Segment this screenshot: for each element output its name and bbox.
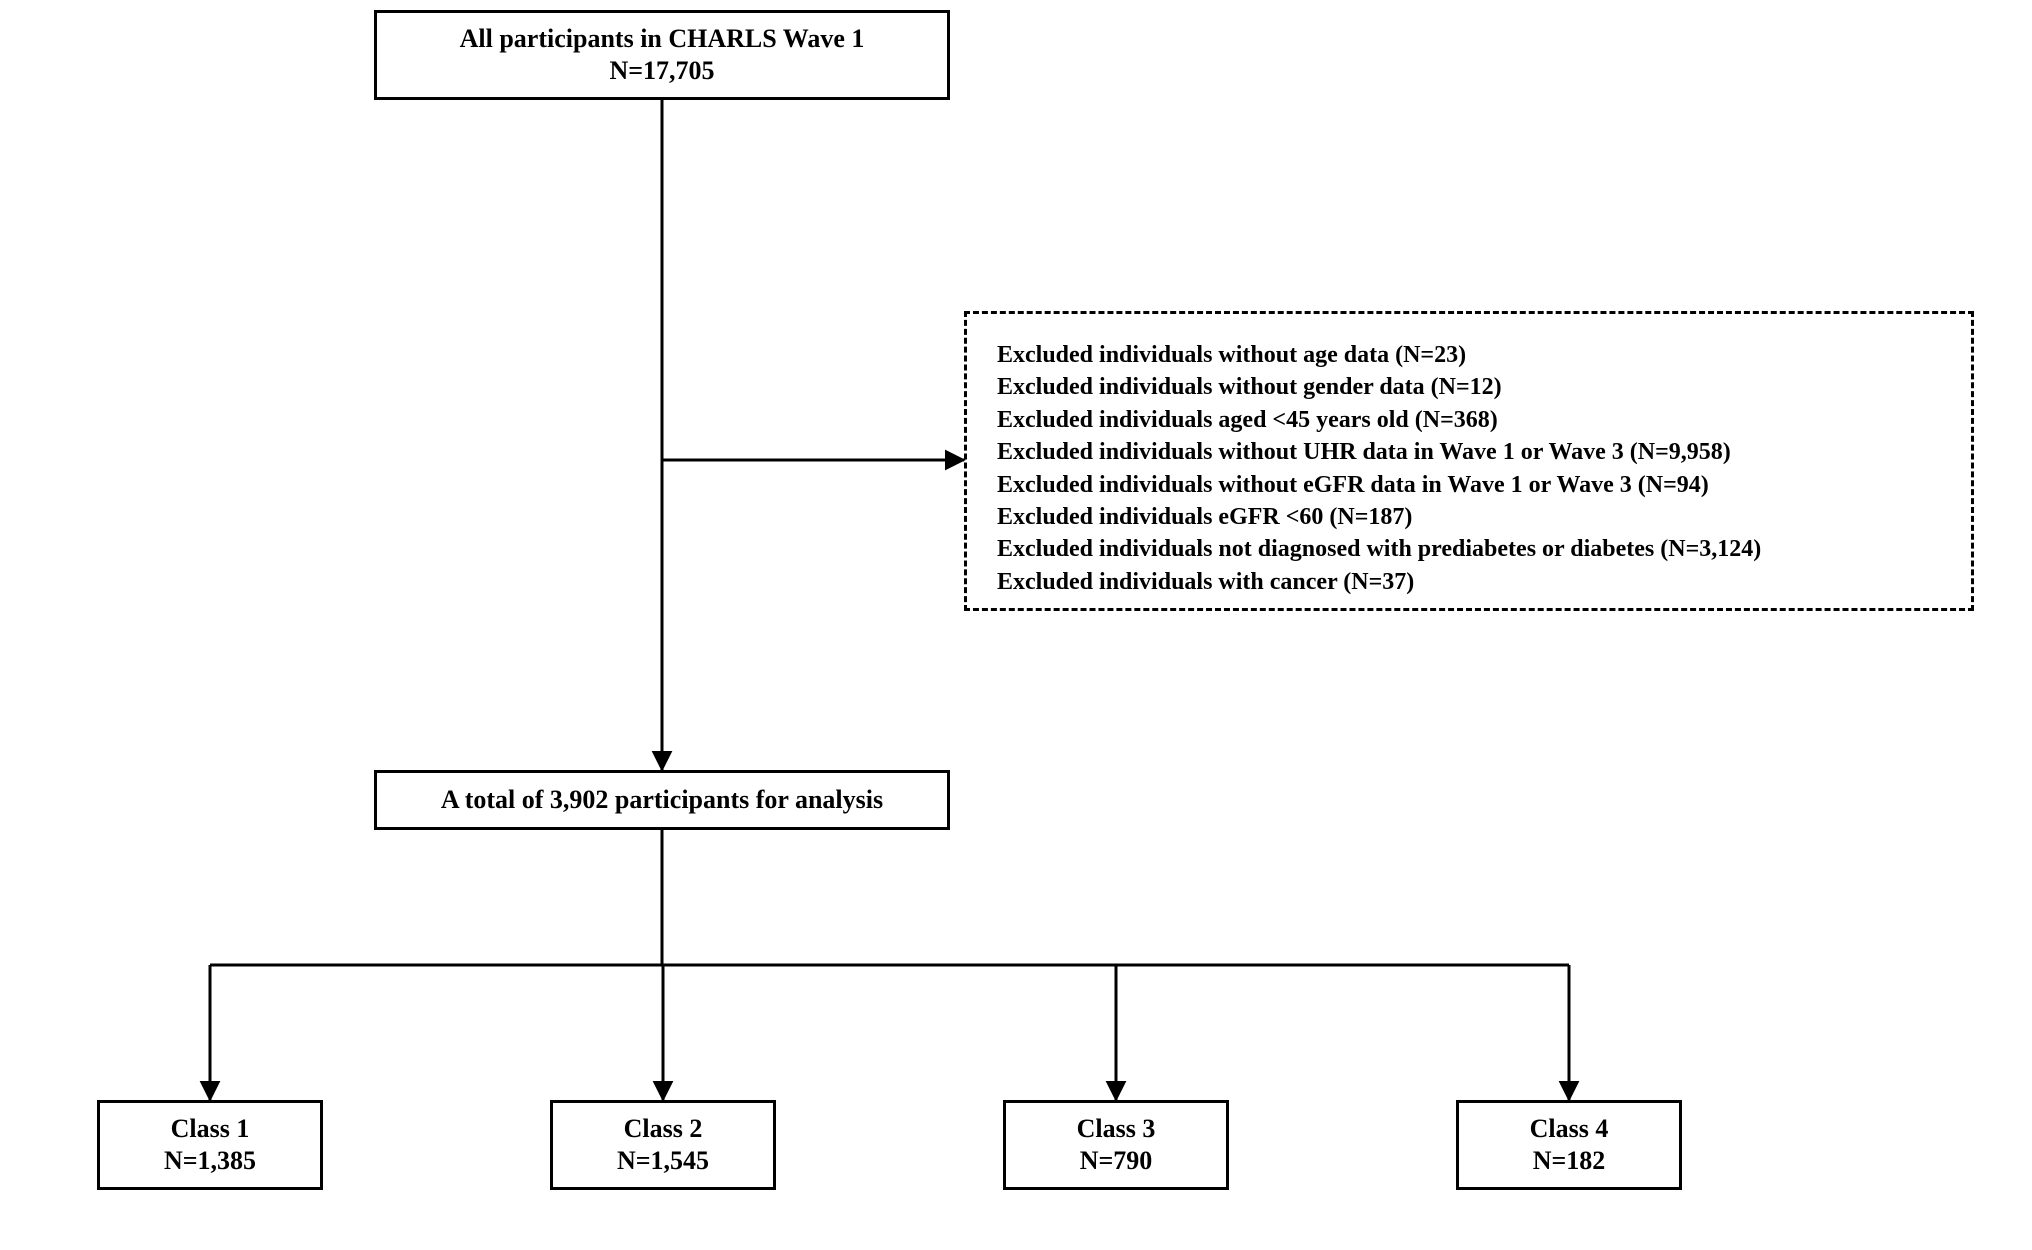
- class-n: N=1,385: [164, 1146, 256, 1176]
- exclusion-item: Excluded individuals without age data (N…: [997, 339, 1941, 371]
- class-title: Class 2: [624, 1114, 703, 1144]
- exclusion-item: Excluded individuals not diagnosed with …: [997, 533, 1941, 565]
- analysis-box-title: A total of 3,902 participants for analys…: [441, 785, 883, 815]
- exclusion-item: Excluded individuals eGFR <60 (N=187): [997, 501, 1941, 533]
- class-box-4: Class 4 N=182: [1456, 1100, 1682, 1190]
- exclusion-item: Excluded individuals aged <45 years old …: [997, 404, 1941, 436]
- class-n: N=790: [1080, 1146, 1153, 1176]
- class-box-1: Class 1 N=1,385: [97, 1100, 323, 1190]
- class-n: N=182: [1533, 1146, 1606, 1176]
- top-box: All participants in CHARLS Wave 1 N=17,7…: [374, 10, 950, 100]
- class-title: Class 3: [1077, 1114, 1156, 1144]
- class-n: N=1,545: [617, 1146, 709, 1176]
- exclusion-item: Excluded individuals without eGFR data i…: [997, 469, 1941, 501]
- exclusion-item: Excluded individuals without gender data…: [997, 371, 1941, 403]
- class-box-2: Class 2 N=1,545: [550, 1100, 776, 1190]
- exclusion-box: Excluded individuals without age data (N…: [964, 311, 1974, 611]
- exclusion-item: Excluded individuals without UHR data in…: [997, 436, 1941, 468]
- class-box-3: Class 3 N=790: [1003, 1100, 1229, 1190]
- class-title: Class 4: [1530, 1114, 1609, 1144]
- top-box-title: All participants in CHARLS Wave 1: [460, 24, 865, 54]
- connector-overlay: [0, 0, 2032, 1250]
- exclusion-item: Excluded individuals with cancer (N=37): [997, 566, 1941, 598]
- analysis-box: A total of 3,902 participants for analys…: [374, 770, 950, 830]
- top-box-n: N=17,705: [609, 56, 714, 86]
- class-title: Class 1: [171, 1114, 250, 1144]
